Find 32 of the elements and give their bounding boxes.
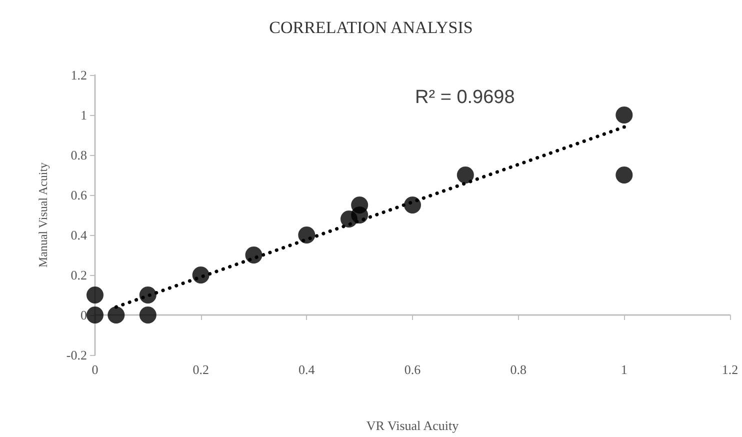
- point: [86, 306, 104, 324]
- x-tick-label: 0.4: [298, 362, 316, 377]
- point: [404, 196, 421, 214]
- point: [108, 306, 125, 324]
- y-axis-title: Manual Visual Acuity: [36, 162, 50, 268]
- y-tick-label: 0.6: [70, 188, 88, 202]
- x-tick-label: 0.8: [510, 362, 526, 377]
- y-tick-label: 0: [80, 308, 87, 322]
- point: [139, 306, 156, 324]
- annotation: R² = 0.9698: [415, 87, 515, 108]
- y-tick-label: 1: [80, 108, 87, 122]
- x-tick-label: 0.2: [192, 362, 209, 377]
- point: [616, 106, 633, 124]
- x-tick-label: 0: [92, 362, 98, 377]
- chart-title: CORRELATION ANALYSIS: [269, 18, 473, 37]
- point: [192, 266, 210, 284]
- y-tick-label: 0.8: [70, 148, 87, 162]
- y-tick-label: -0.2: [66, 348, 87, 362]
- x-tick-label: 1: [620, 362, 628, 377]
- y-tick-label: 0.2: [70, 268, 87, 282]
- x-axis-title: VR Visual Acuity: [366, 418, 460, 433]
- x-tick-label: 0.6: [404, 362, 422, 377]
- y-tick-label: 0.4: [70, 228, 88, 242]
- point: [298, 226, 316, 244]
- point: [245, 246, 262, 264]
- point: [139, 286, 156, 304]
- point: [616, 166, 633, 184]
- point: [86, 286, 104, 304]
- point: [456, 166, 474, 184]
- point: [351, 196, 368, 214]
- x-tick-label: 1.2: [722, 362, 738, 377]
- y-tick-label: 1.2: [70, 68, 87, 82]
